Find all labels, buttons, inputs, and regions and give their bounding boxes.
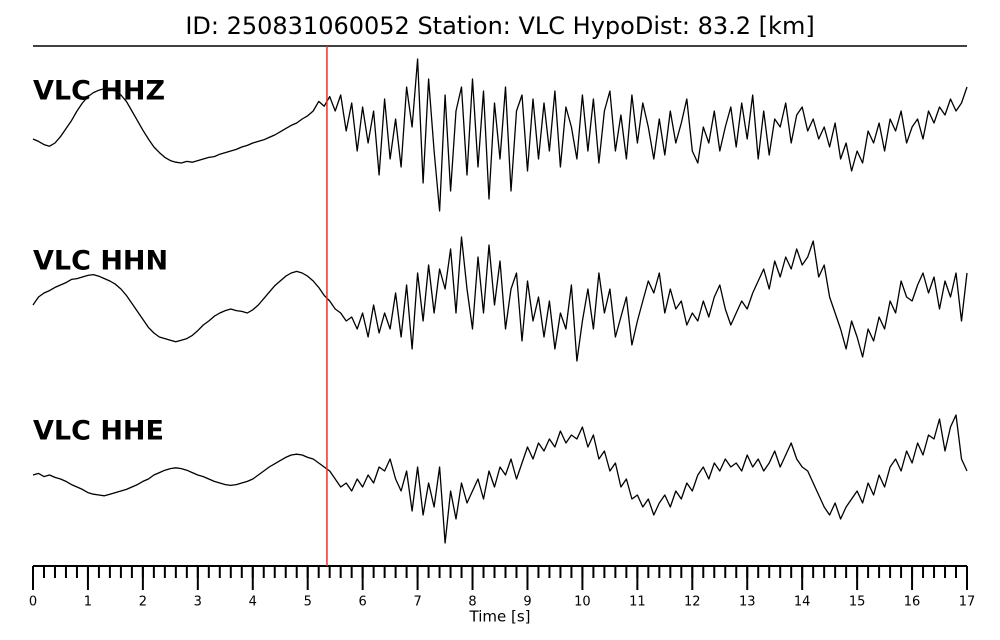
x-tick-label: 9 <box>523 595 531 610</box>
x-tick-label: 16 <box>904 595 921 610</box>
x-tick-label: 8 <box>468 595 476 610</box>
x-tick-label: 3 <box>194 595 202 610</box>
x-tick-label: 1 <box>84 595 92 610</box>
trace-label: VLC HHZ <box>33 76 165 107</box>
x-tick-label: 10 <box>574 595 591 610</box>
x-tick-label: 13 <box>739 595 756 610</box>
waveform <box>32 236 968 362</box>
x-tick-label: 14 <box>794 595 811 610</box>
x-axis-label: Time [s] <box>469 608 531 626</box>
x-tick-label: 7 <box>413 595 421 610</box>
x-tick-label: 12 <box>684 595 701 610</box>
x-tick-label: 0 <box>29 595 37 610</box>
x-tick-label: 11 <box>629 595 646 610</box>
waveform <box>32 58 968 212</box>
trace-label: VLC HHE <box>33 416 164 447</box>
trace-label: VLC HHN <box>33 246 168 277</box>
x-tick-label: 6 <box>359 595 367 610</box>
x-tick-label: 5 <box>304 595 312 610</box>
x-tick-label: 15 <box>849 595 866 610</box>
x-tick-label: 2 <box>139 595 147 610</box>
x-tick-label: 4 <box>249 595 257 610</box>
waveform <box>32 414 968 544</box>
x-tick-label: 17 <box>959 595 976 610</box>
chart-title: ID: 250831060052 Station: VLC HypoDist: … <box>185 12 814 40</box>
